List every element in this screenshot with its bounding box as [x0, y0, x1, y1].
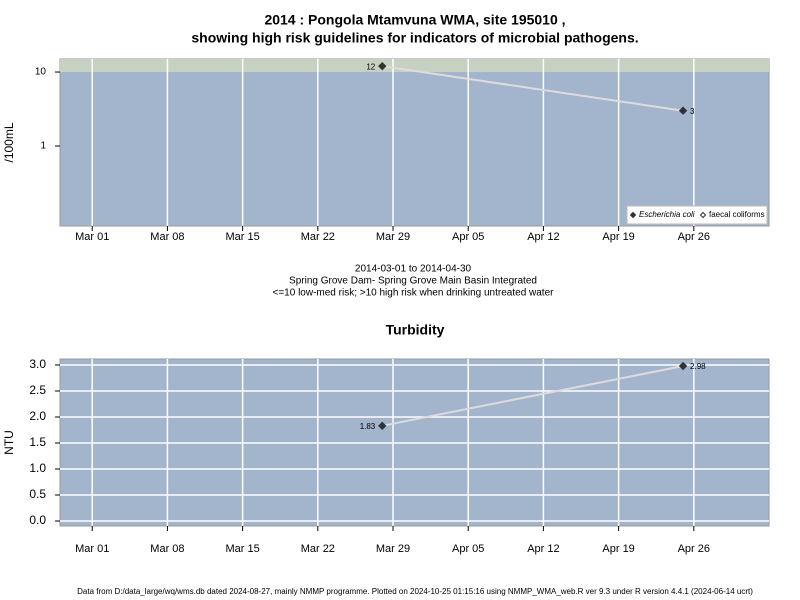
x-tick-label: Mar 15	[225, 543, 259, 555]
x-tick-label: Mar 08	[150, 543, 184, 555]
y-tick-label: 3.0	[29, 357, 46, 371]
x-tick-label: Mar 29	[376, 543, 410, 555]
chart-subtitle: showing high risk guidelines for indicat…	[191, 30, 638, 46]
x-tick-label: Mar 08	[150, 231, 184, 243]
series-line	[382, 65, 684, 112]
threshold-band	[60, 59, 769, 73]
x-tick-label: Apr 19	[602, 231, 634, 243]
series-line	[382, 365, 684, 427]
x-tick-label: Mar 22	[301, 231, 335, 243]
x-tick-label: Mar 15	[225, 231, 259, 243]
y-axis-label: /100mL	[2, 122, 16, 162]
x-tick-label: Mar 22	[301, 543, 335, 555]
x-tick-label: Mar 01	[75, 543, 109, 555]
data-label: 2.98	[690, 362, 706, 371]
legend-label: Escherichia coli	[639, 210, 695, 219]
y-tick-label: 0.5	[29, 487, 46, 501]
data-label: 3	[690, 107, 695, 116]
y-tick-label: 1.5	[29, 435, 46, 449]
data-label: 12	[366, 62, 375, 71]
y-tick-label: 0.0	[29, 513, 46, 527]
data-point	[378, 421, 387, 431]
data-point	[678, 361, 688, 371]
legend-marker	[629, 211, 637, 219]
x-tick-label: Apr 05	[452, 543, 484, 555]
y-tick-label: 2.0	[29, 409, 46, 423]
caption: Spring Grove Dam- Spring Grove Main Basi…	[289, 276, 537, 287]
y-axis-label: NTU	[2, 430, 16, 455]
data-point	[678, 106, 688, 115]
caption: <=10 low-med risk; >10 high risk when dr…	[273, 288, 555, 299]
legend-label: faecal coliforms	[709, 210, 765, 219]
x-tick-label: Apr 12	[527, 543, 559, 555]
plot-area	[59, 58, 770, 227]
footer: Data from D:/data_large/wq/wms.db dated …	[77, 587, 753, 596]
x-tick-label: Apr 12	[527, 231, 559, 243]
x-tick-label: Apr 26	[678, 231, 710, 243]
y-tick-label: 1.0	[29, 461, 46, 475]
x-tick-label: Apr 19	[602, 543, 634, 555]
y-tick-label: 2.5	[29, 383, 46, 397]
y-tick-label: 1	[40, 141, 46, 152]
caption: 2014-03-01 to 2014-04-30	[355, 264, 472, 275]
data-label: 1.83	[360, 422, 376, 431]
x-tick-label: Apr 26	[678, 543, 710, 555]
data-point	[378, 61, 387, 71]
x-tick-label: Mar 29	[376, 231, 410, 243]
y-tick-label: 10	[35, 67, 47, 78]
chart-title: Turbidity	[386, 322, 445, 338]
legend-box	[626, 205, 768, 225]
x-tick-label: Mar 01	[75, 231, 109, 243]
legend-marker	[699, 211, 707, 219]
x-tick-label: Apr 05	[452, 231, 484, 243]
chart-title: 2014 : Pongola Mtamvuna WMA, site 195010…	[264, 12, 565, 28]
